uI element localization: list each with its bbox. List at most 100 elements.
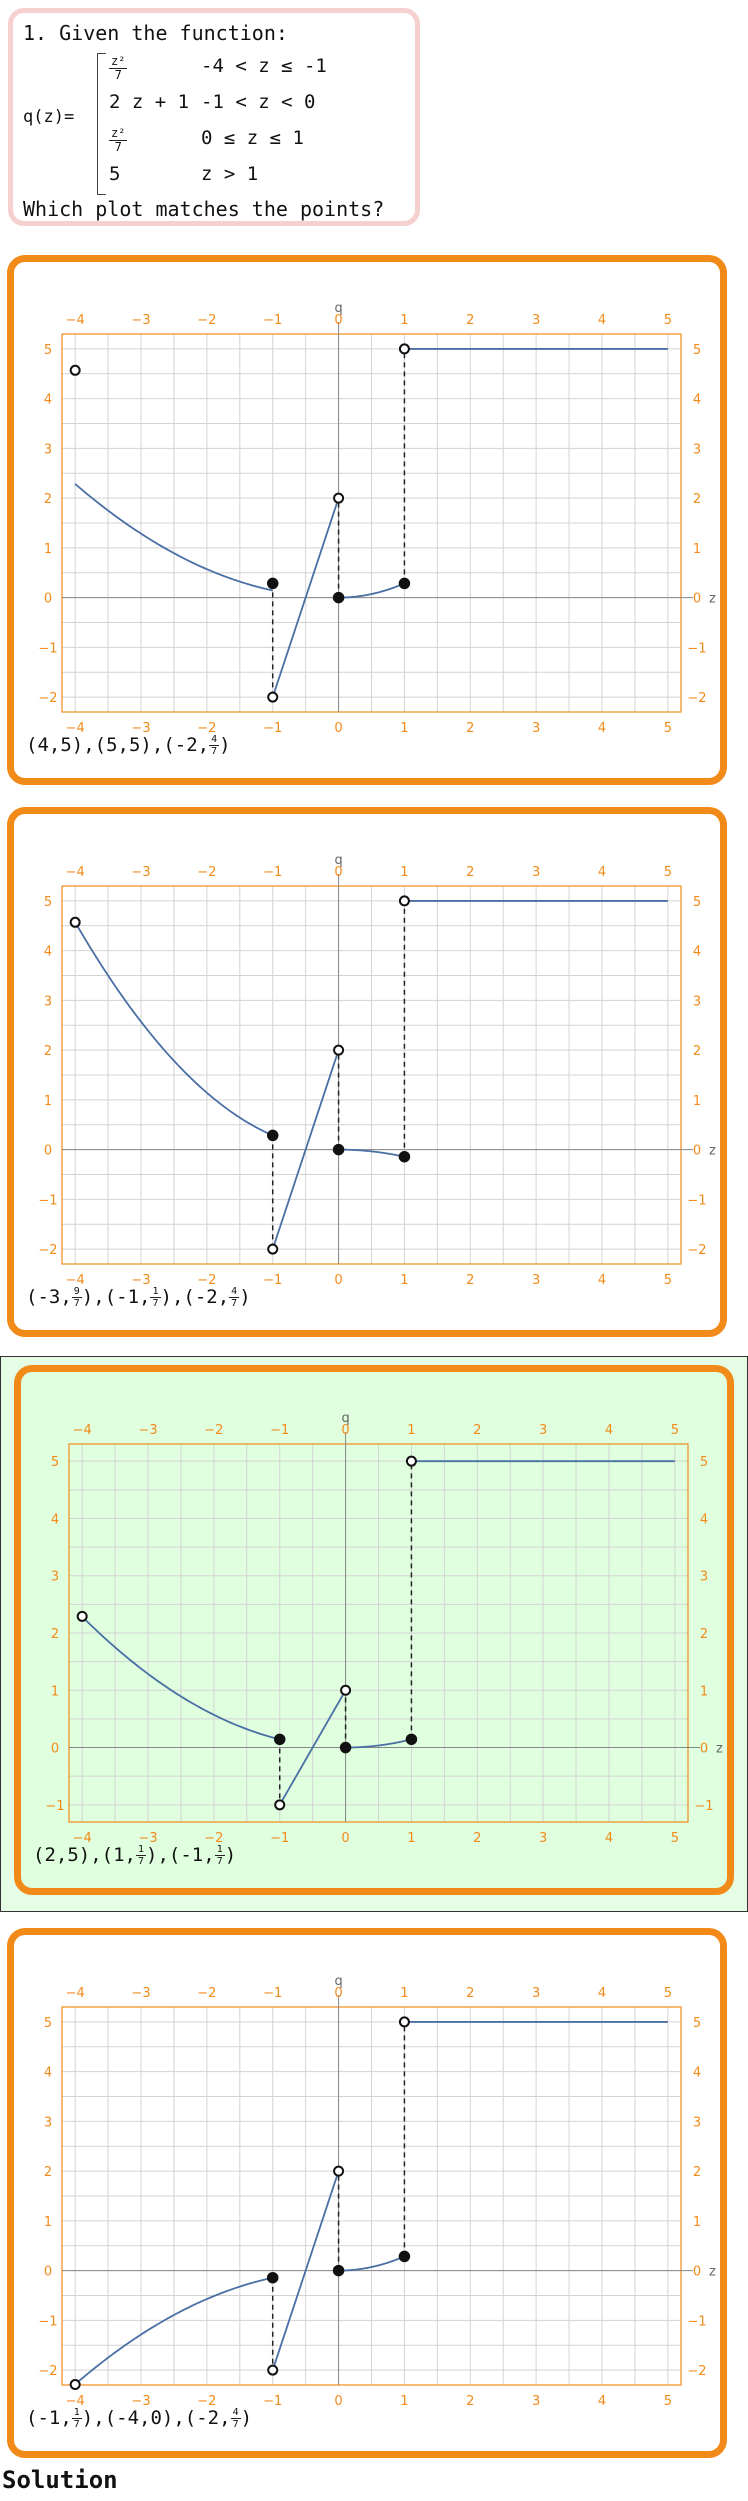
x-tick-label-bottom: −2 — [197, 1273, 216, 1288]
point-label: (-1, 1 7) — [168, 1844, 237, 1867]
open-point — [398, 895, 410, 907]
y-tick-label-left: 3 — [44, 442, 52, 457]
closed-point — [398, 1150, 411, 1163]
y-tick-label-right: −1 — [687, 1193, 706, 1208]
piecewise-brace — [97, 53, 106, 195]
y-tick-label-left: −1 — [38, 641, 57, 656]
plot-frame — [68, 1443, 689, 1823]
x-tick-label-top: 2 — [473, 1423, 481, 1438]
curve-piece-2 — [271, 2170, 340, 2371]
x-tick-label-top: −1 — [270, 1423, 289, 1438]
curve-piece-1 — [81, 1615, 280, 1741]
y-tick-label-right: 1 — [693, 1094, 701, 1109]
y-tick-label-left: −2 — [38, 1243, 57, 1258]
y-tick-label-right: 5 — [700, 1455, 708, 1470]
x-axis-label: z — [709, 2265, 716, 2280]
answer-option-3[interactable]: q z −4 −4 −3 −3 −2 −2 −1 −1 0 0 1 1 2 2 3 3 4 4 5 5 −1 −1 0 0 1 1 2 2… — [14, 1365, 734, 1895]
x-tick-label-top: 3 — [539, 1423, 547, 1438]
y-tick-label-right: 4 — [693, 945, 701, 960]
y-tick-label-right: 1 — [693, 542, 701, 557]
answer-option-2[interactable]: q z −4 −4 −3 −3 −2 −2 −1 −1 0 0 1 1 2 2 3 3 4 4 5 5 −2 −2 −1 −1 0 0… — [7, 807, 727, 1337]
x-axis-label: z — [709, 1144, 716, 1159]
piece-4-condition: z > 1 — [201, 163, 259, 185]
y-tick-label-right: −2 — [687, 691, 706, 706]
y-tick-label-left: 0 — [44, 1144, 52, 1159]
y-tick-label-left: −1 — [45, 1799, 64, 1814]
y-tick-label-left: 5 — [44, 343, 52, 358]
y-tick-label-right: −1 — [694, 1799, 713, 1814]
point-label: (1, 1 7) — [101, 1844, 158, 1867]
x-tick-label-top: −4 — [73, 1423, 92, 1438]
y-tick-label-right: 3 — [693, 442, 701, 457]
x-tick-label-bottom: −3 — [138, 1831, 157, 1846]
function-lhs: q(z)= — [23, 107, 75, 127]
plot-frame — [61, 885, 682, 1265]
answer-option-4[interactable]: q z −4 −4 −3 −3 −2 −2 −1 −1 0 0 1 1 2 2 3 3 4 4 5 5 −2 −2 −1 −1 0 0… — [7, 1928, 727, 2458]
y-tick-label-right: 5 — [693, 2016, 701, 2031]
y-tick-label-left: 3 — [44, 2115, 52, 2130]
curve-piece-1 — [74, 483, 273, 592]
open-point — [69, 2379, 81, 2391]
open-point — [267, 1243, 279, 1255]
point-label: (-2, 4 7) — [183, 1286, 251, 1309]
closed-point — [398, 2250, 411, 2263]
question-card: 1. Given the function: q(z)= z² 7 -4 < z … — [8, 8, 420, 226]
open-point — [405, 1455, 417, 1467]
x-tick-label-bottom: −4 — [66, 2394, 85, 2409]
grid — [62, 334, 681, 712]
x-tick-label-bottom: −3 — [131, 2394, 150, 2409]
grid — [62, 2007, 681, 2385]
answer-option-1[interactable]: q z −4 −4 −3 −3 −2 −2 −1 −1 0 0 1 1 2 2 3 3 4 4 5 5 −2 −2 −1 −1 0 0… — [7, 255, 727, 785]
y-tick-label-left: −1 — [38, 2314, 57, 2329]
plot-4: q z −4 −4 −3 −3 −2 −2 −1 −1 0 0 1 1 2 2 3 3 4 4 5 5 −2 −2 −1 −1 0 0… — [38, 1974, 716, 2409]
question-intro: 1. Given the function: — [23, 21, 288, 45]
y-tick-label-right: 5 — [693, 895, 701, 910]
x-tick-label-bottom: −3 — [131, 721, 150, 736]
x-tick-label-bottom: 3 — [539, 1831, 547, 1846]
x-tick-label-top: −2 — [197, 865, 216, 880]
x-tick-label-top: −3 — [138, 1423, 157, 1438]
curve-piece-3 — [345, 1738, 412, 1749]
y-tick-label-right: −2 — [687, 2364, 706, 2379]
y-tick-label-right: 3 — [693, 994, 701, 1009]
x-tick-label-top: −1 — [263, 1986, 282, 2001]
closed-point — [405, 1733, 418, 1746]
question-ask: Which plot matches the points? — [23, 197, 385, 221]
x-tick-label-bottom: 2 — [466, 1273, 474, 1288]
y-tick-label-right: 1 — [693, 2215, 701, 2230]
x-tick-label-top: 5 — [664, 865, 672, 880]
x-tick-label-bottom: 1 — [407, 1831, 415, 1846]
closed-point — [273, 1733, 286, 1746]
plot-3: q z −4 −4 −3 −3 −2 −2 −1 −1 0 0 1 1 2 2 3 3 4 4 5 5 −1 −1 0 0 1 1 2 2… — [45, 1411, 723, 1846]
y-axis-label: q — [334, 301, 342, 316]
y-tick-label-left: 0 — [51, 1742, 59, 1757]
x-tick-label-bottom: −2 — [204, 1831, 223, 1846]
y-axis-label: q — [334, 853, 342, 868]
y-tick-label-right: 3 — [700, 1570, 708, 1585]
x-tick-label-bottom: 4 — [605, 1831, 613, 1846]
piece-3-den: 7 — [114, 140, 122, 154]
x-tick-label-bottom: 1 — [400, 1273, 408, 1288]
point-label: (-2, 4 7) — [163, 734, 231, 757]
x-tick-label-top: 4 — [598, 865, 606, 880]
y-tick-label-right: 0 — [693, 2265, 701, 2280]
point-label: (-4,0) — [104, 2407, 174, 2429]
x-tick-label-top: 0 — [334, 313, 342, 328]
x-tick-label-bottom: 1 — [400, 2394, 408, 2409]
x-tick-label-top: 1 — [400, 1986, 408, 2001]
x-tick-label-bottom: 5 — [671, 1831, 679, 1846]
y-tick-label-left: 2 — [44, 1044, 52, 1059]
x-tick-label-bottom: 0 — [334, 1273, 342, 1288]
x-tick-label-top: 5 — [664, 313, 672, 328]
x-tick-label-top: −3 — [131, 865, 150, 880]
y-axis-label: q — [341, 1411, 349, 1426]
x-tick-label-bottom: 2 — [466, 2394, 474, 2409]
open-point — [340, 1684, 352, 1696]
y-tick-label-left: 4 — [51, 1512, 59, 1527]
x-tick-label-top: −2 — [204, 1423, 223, 1438]
x-tick-label-top: 4 — [605, 1423, 613, 1438]
x-tick-label-bottom: −2 — [197, 721, 216, 736]
x-tick-label-bottom: −1 — [270, 1831, 289, 1846]
closed-point — [332, 591, 345, 604]
y-tick-label-left: 3 — [51, 1570, 59, 1585]
